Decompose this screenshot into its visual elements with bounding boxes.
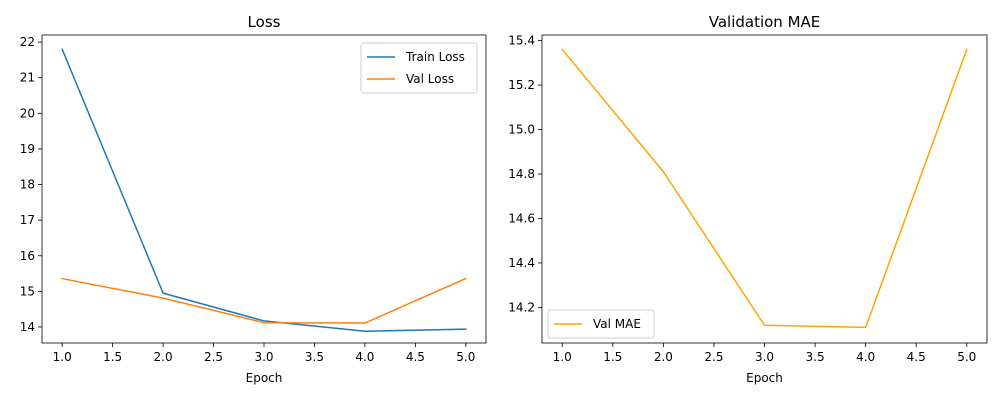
loss-chart-y-tick-label: 17 [20, 213, 35, 227]
validation-mae-chart-x-tick-label: 4.0 [856, 350, 875, 364]
loss-chart-x-tick-label: 2.5 [204, 350, 223, 364]
loss-chart-x-tick-label: 4.5 [406, 350, 425, 364]
validation-mae-chart-x-tick-label: 3.5 [806, 350, 825, 364]
loss-chart-series-train-loss [61, 48, 467, 332]
validation-mae-chart-y-tick-label: 15.2 [508, 78, 535, 92]
loss-chart-y-tick-label: 16 [20, 249, 35, 263]
validation-mae-chart: Validation MAE Epoch 1.0 1.5 2.0 2.5 3.0 3.5 4… [508, 13, 988, 385]
validation-mae-chart-x-tick-label: 5.0 [957, 350, 976, 364]
loss-chart: Loss Epoch 1.0 1.5 2.0 2.5 3.0 3.5 4.0 4.5 5.0 14… [20, 13, 487, 385]
validation-mae-chart-legend-label-val-mae: Val MAE [593, 317, 641, 331]
validation-mae-chart-x-tick-label: 4.5 [907, 350, 926, 364]
loss-chart-legend: Train Loss Val Loss [360, 42, 478, 94]
loss-chart-x-axis-label: Epoch [246, 371, 283, 385]
validation-mae-chart-legend-box [547, 309, 655, 339]
loss-chart-y-tick-label: 19 [20, 142, 35, 156]
loss-chart-y-tick-label: 14 [20, 320, 35, 334]
loss-chart-y-tick-label: 20 [20, 106, 35, 120]
loss-chart-x-tick-label: 1.0 [53, 350, 72, 364]
validation-mae-chart-y-tick-label: 14.8 [508, 167, 535, 181]
validation-mae-chart-x-tick-label: 2.0 [654, 350, 673, 364]
validation-mae-chart-x-tick-label: 1.0 [553, 350, 572, 364]
loss-chart-x-tick-label: 3.5 [305, 350, 324, 364]
loss-chart-legend-box [360, 42, 478, 94]
validation-mae-chart-x-tick-label: 3.0 [755, 350, 774, 364]
loss-chart-x-tick-label: 1.5 [103, 350, 122, 364]
validation-mae-chart-y-tick-label: 14.4 [508, 256, 535, 270]
validation-mae-chart-x-axis-label: Epoch [746, 371, 783, 385]
validation-mae-chart-title: Validation MAE [709, 13, 821, 31]
loss-chart-x-tick-label: 4.0 [355, 350, 374, 364]
loss-chart-x-tick-label: 2.0 [154, 350, 173, 364]
validation-mae-chart-x-tick-label: 2.5 [704, 350, 723, 364]
validation-mae-chart-y-tick-label: 14.6 [508, 211, 535, 225]
loss-chart-legend-label-val-loss: Val Loss [406, 72, 454, 86]
loss-chart-x-tick-label: 5.0 [456, 350, 475, 364]
loss-chart-y-tick-label: 21 [20, 71, 35, 85]
validation-mae-chart-x-tick-label: 1.5 [603, 350, 622, 364]
loss-chart-legend-label-train-loss: Train Loss [405, 50, 465, 64]
validation-mae-chart-y-tick-label: 14.2 [508, 300, 535, 314]
validation-mae-chart-y-tick-label: 15.0 [508, 123, 535, 137]
validation-mae-chart-series-val-mae [561, 48, 968, 329]
loss-chart-series-val-loss [61, 277, 467, 324]
loss-chart-y-tick-label: 18 [20, 178, 35, 192]
loss-chart-x-tick-label: 3.0 [254, 350, 273, 364]
loss-chart-title: Loss [248, 13, 281, 31]
loss-chart-y-tick-label: 15 [20, 284, 35, 298]
loss-chart-y-tick-label: 22 [20, 35, 35, 49]
validation-mae-chart-y-tick-label: 15.4 [508, 34, 535, 48]
validation-mae-chart-legend: Val MAE [547, 309, 655, 339]
